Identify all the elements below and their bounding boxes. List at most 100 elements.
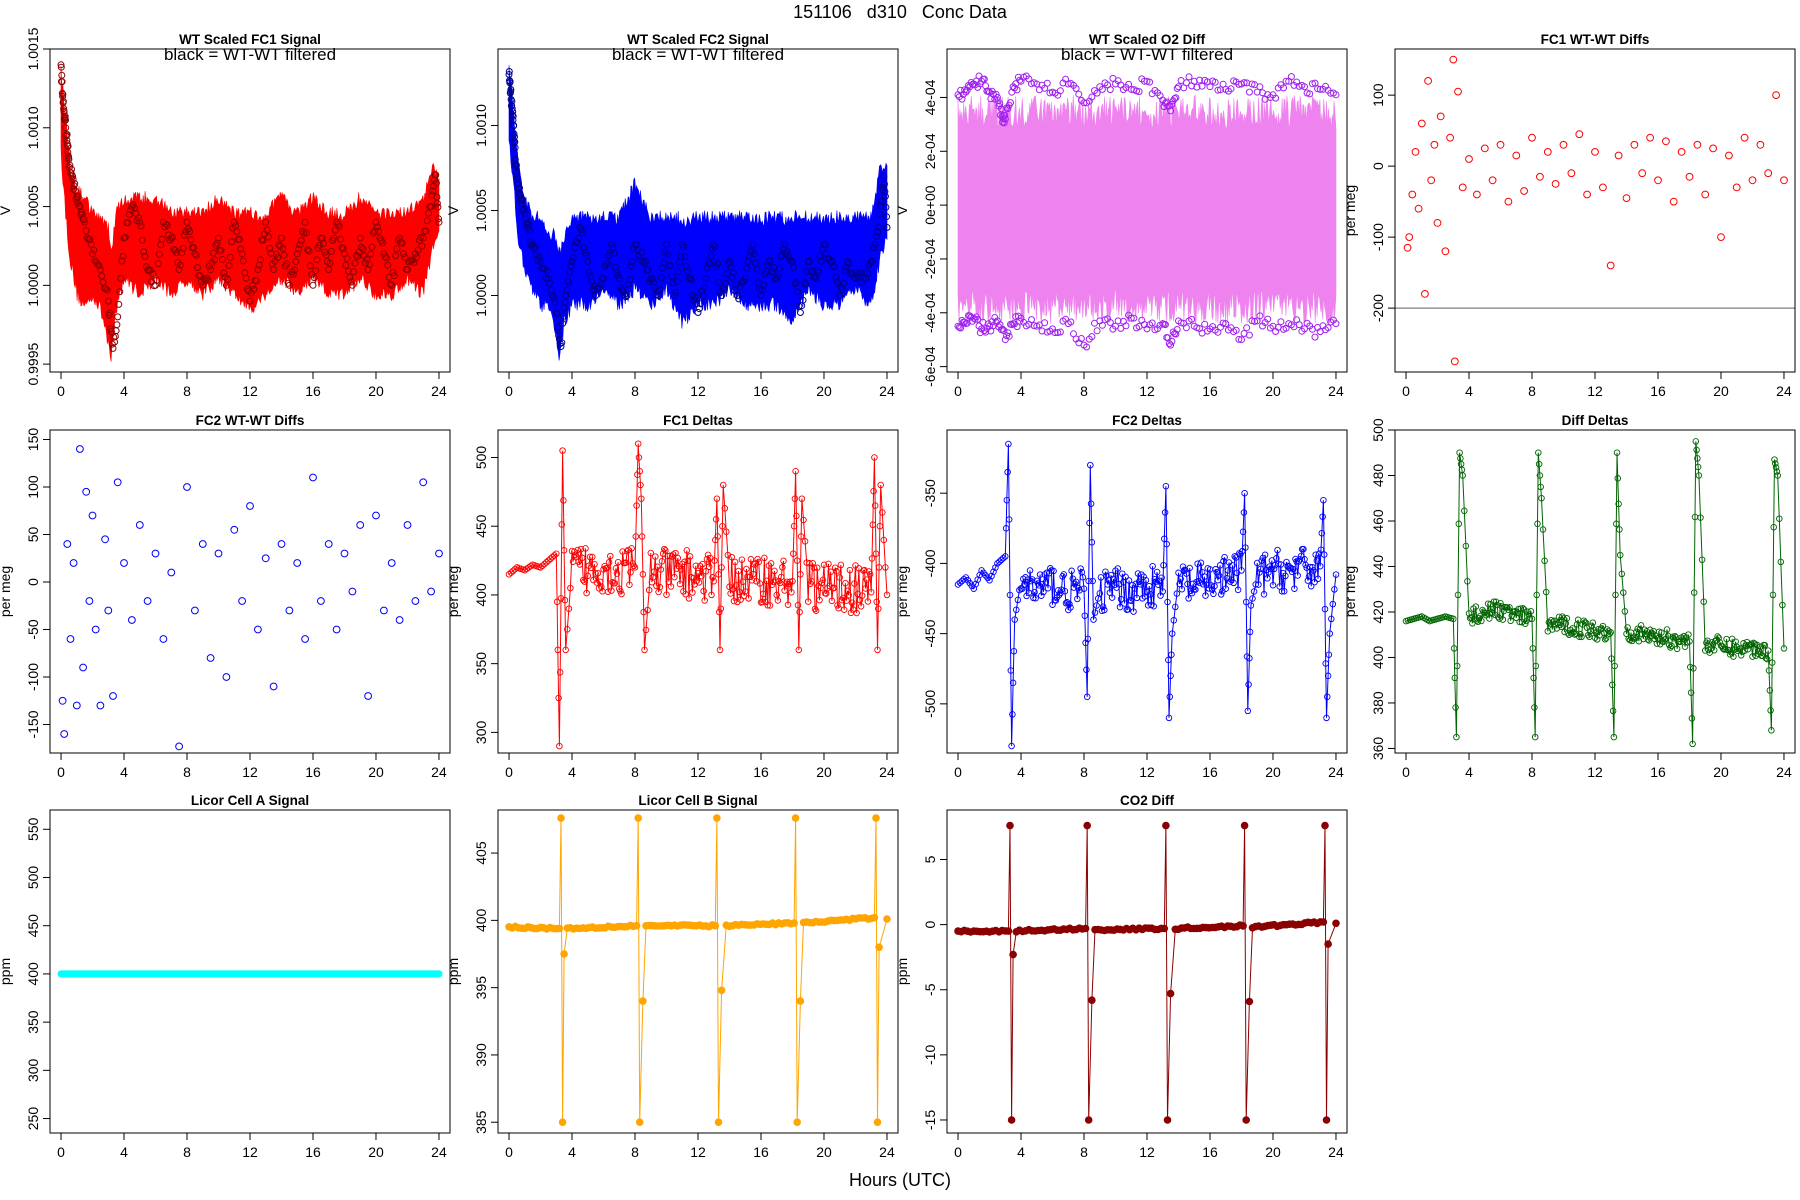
data-point [560,497,567,504]
data-point [875,943,883,952]
x-axis-label: Hours (UTC) [849,1170,951,1190]
data-point [1620,589,1627,596]
chart-title: FC2 Deltas [1112,413,1182,428]
data-point [300,229,308,237]
y-axis-label: V [0,205,13,215]
data-point [1332,919,1340,928]
data-point [1202,592,1209,599]
data-point [672,288,680,296]
data-point [1183,570,1190,577]
data-point [1446,133,1454,142]
data-point [982,328,990,336]
data-point [387,559,396,567]
data-point [1411,148,1420,156]
x-tick-label: 12 [1587,764,1603,780]
data-point [375,227,383,235]
data-point [638,533,646,540]
data-point [974,315,982,323]
data-point [1264,575,1271,582]
data-point [75,202,83,210]
data-point [614,271,622,279]
data-point [1322,660,1329,667]
data-point [58,696,67,705]
data-point [848,599,856,606]
data-point [1194,560,1201,567]
data-point [1506,604,1513,611]
chart-co2-diff: CO2 Diff ppm 0 4 8 12 16 20 24 -15 -10 -5 0 5 [894,793,1348,1160]
x-tick-label: 24 [431,1144,447,1160]
data-point [220,269,228,277]
data-point [1524,608,1531,615]
data-point [1243,324,1251,332]
data-point [1173,590,1181,597]
data-point [1474,618,1482,625]
data-point [543,267,551,275]
data-point [1108,594,1116,601]
y-tick-label: 300 [25,1058,41,1082]
data-point [790,264,798,271]
data-point [264,233,272,241]
data-point [331,226,339,234]
data-point [1693,446,1700,454]
data-point [104,606,113,615]
y-axis-label: V [894,205,910,215]
data-point [795,646,803,654]
data-point [1005,332,1013,340]
data-point [64,142,72,150]
data-point [1621,608,1629,615]
data-point [976,329,984,337]
data-point [1201,573,1208,580]
data-point [573,239,581,246]
data-point [1526,615,1534,622]
data-point [1324,693,1331,701]
data-point [1009,711,1016,718]
data-point [816,252,824,260]
data-point [250,285,258,293]
data-point [1332,91,1340,99]
data-point [709,574,716,581]
data-point [828,597,836,605]
data-point [1654,635,1662,642]
data-point [1663,626,1671,633]
data-point [1242,598,1250,606]
data-point [881,192,889,200]
data-point [57,61,65,69]
data-point [1247,602,1255,609]
data-point [731,558,739,566]
data-point [1408,190,1417,199]
data-point [263,226,271,234]
data-point [758,598,766,606]
data-point [413,253,421,261]
data-point [596,578,604,586]
data-point [1654,176,1662,185]
data-point [701,284,709,292]
data-point [1193,83,1201,91]
series-line [508,818,888,1123]
data-point [1424,77,1432,85]
data-point [1776,515,1783,522]
data-point [1243,79,1251,87]
data-point [1599,183,1607,192]
data-point [702,568,710,575]
y-tick-label: 460 [1370,509,1386,533]
data-point [687,276,695,284]
data-point [557,814,565,822]
data-point [1504,197,1513,206]
data-point [1325,651,1333,658]
data-point [1779,601,1786,609]
x-tick-label: 0 [1402,764,1410,780]
data-point [721,505,729,512]
data-point [1528,615,1536,623]
series-fc1 [505,440,891,750]
y-tick-label: 380 [1370,691,1386,715]
data-point [733,292,741,299]
data-point [1480,144,1489,153]
data-point [1175,83,1182,91]
x-tick-label: 0 [954,764,962,780]
y-tick-label: 1.0000 [25,264,41,307]
x-tick-label: 16 [305,1144,321,1160]
data-point [866,570,874,578]
data-point [1486,615,1493,622]
